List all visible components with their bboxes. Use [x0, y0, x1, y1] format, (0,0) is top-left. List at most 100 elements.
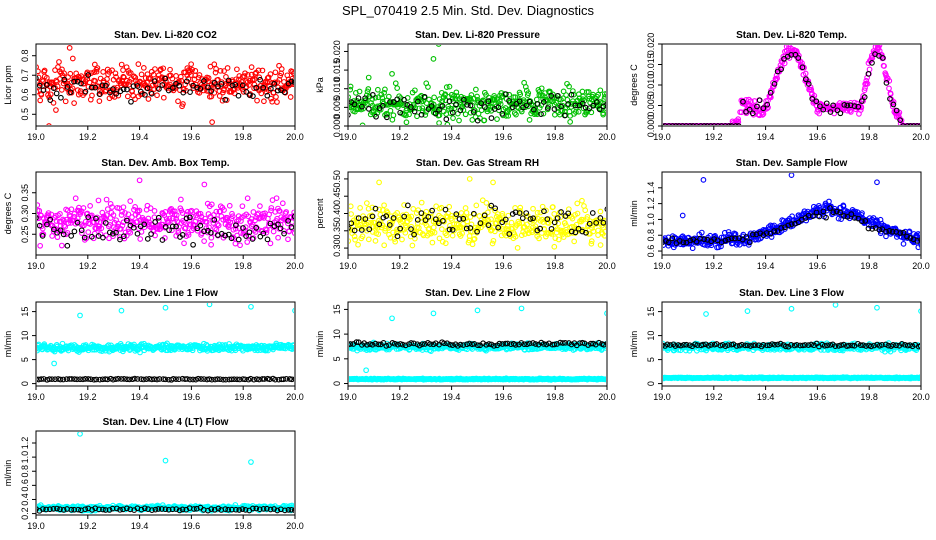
- reference-point: [259, 376, 266, 382]
- data-point: [406, 111, 412, 118]
- data-point: [189, 347, 196, 354]
- reference-point: [194, 84, 200, 91]
- data-point: [225, 224, 232, 230]
- reference-point: [844, 213, 851, 220]
- data-point: [184, 208, 191, 215]
- figure-title: SPL_070419 2.5 Min. Std. Dev. Diagnostic…: [342, 3, 594, 18]
- data-point: [118, 61, 125, 68]
- reference-point: [568, 341, 575, 348]
- reference-point: [365, 106, 372, 112]
- reference-point: [673, 123, 679, 125]
- reference-point: [502, 216, 509, 223]
- data-point: [132, 74, 139, 81]
- outlier-point: [389, 70, 395, 77]
- data-point: [232, 240, 239, 247]
- data-point: [453, 89, 460, 96]
- reference-point: [538, 111, 544, 117]
- reference-point: [235, 92, 242, 99]
- reference-point: [81, 234, 88, 241]
- data-point: [436, 120, 442, 125]
- data-point: [557, 214, 564, 221]
- reference-point: [506, 97, 512, 104]
- plot-frame: [661, 301, 922, 387]
- reference-point: [176, 376, 182, 383]
- reference-point: [144, 235, 151, 242]
- data-point: [190, 213, 197, 220]
- data-point: [152, 66, 158, 72]
- reference-point: [597, 215, 604, 221]
- points: [663, 173, 920, 252]
- data-point: [244, 195, 251, 202]
- reference-point: [440, 217, 446, 224]
- reference-point: [220, 376, 226, 383]
- data-point: [54, 234, 61, 241]
- data-point: [114, 87, 120, 93]
- reference-point: [889, 228, 896, 235]
- data-point: [286, 228, 292, 234]
- reference-point: [432, 110, 439, 117]
- x-tick-label: 19.0: [653, 132, 671, 142]
- data-point: [604, 91, 606, 97]
- data-point: [356, 88, 363, 95]
- y-axis-label: kPa: [315, 77, 325, 93]
- reference-point: [128, 98, 134, 105]
- reference-point: [911, 123, 917, 125]
- plot-frame: [35, 301, 296, 387]
- data-point: [412, 87, 418, 94]
- reference-point: [833, 208, 840, 215]
- data-point: [119, 208, 125, 215]
- reference-point: [830, 209, 837, 216]
- reference-point: [848, 211, 855, 217]
- data-point: [478, 107, 485, 114]
- reference-point: [481, 104, 488, 110]
- reference-point: [148, 90, 155, 97]
- data-point: [494, 116, 500, 122]
- panel-title: Stan. Dev. Amb. Box Temp.: [101, 158, 229, 169]
- data-point: [796, 52, 802, 59]
- data-point: [377, 211, 384, 218]
- data-point: [401, 202, 407, 208]
- data-point: [490, 237, 497, 244]
- data-point: [150, 71, 157, 78]
- y-tick-label: 10: [646, 331, 656, 341]
- reference-point: [799, 64, 806, 71]
- reference-point: [218, 81, 225, 87]
- data-point: [469, 241, 476, 248]
- data-point: [236, 225, 243, 231]
- x-tick-label: 19.4: [443, 261, 461, 271]
- reference-point: [47, 97, 54, 103]
- data-point: [37, 74, 42, 81]
- reference-point: [841, 213, 847, 219]
- reference-point: [209, 376, 215, 383]
- reference-point: [243, 89, 250, 95]
- points: [663, 303, 920, 382]
- reference-point: [760, 105, 767, 112]
- x-tick-label: 19.8: [860, 261, 878, 271]
- reference-point: [208, 88, 215, 94]
- data-point: [205, 75, 212, 81]
- data-point: [180, 217, 186, 224]
- data-point: [151, 208, 158, 214]
- y-tick-label: 0.45: [332, 187, 342, 205]
- data-point: [468, 92, 475, 98]
- reference-point: [152, 219, 159, 225]
- data-point: [109, 67, 115, 74]
- data-point: [554, 226, 561, 232]
- data-point: [132, 96, 138, 102]
- reference-point: [485, 98, 492, 104]
- reference-point: [249, 236, 256, 242]
- data-point: [49, 233, 56, 239]
- data-point: [197, 210, 204, 217]
- reference-point: [722, 123, 728, 125]
- y-tick-label: 0.8: [20, 49, 30, 62]
- data-point: [256, 74, 263, 81]
- y-tick-label: 1.4: [646, 182, 656, 195]
- reference-point: [51, 226, 57, 233]
- data-point: [585, 89, 592, 95]
- reference-point: [243, 233, 249, 239]
- reference-point: [197, 222, 204, 229]
- reference-point: [575, 225, 582, 232]
- reference-point: [162, 75, 169, 82]
- reference-point: [37, 75, 39, 82]
